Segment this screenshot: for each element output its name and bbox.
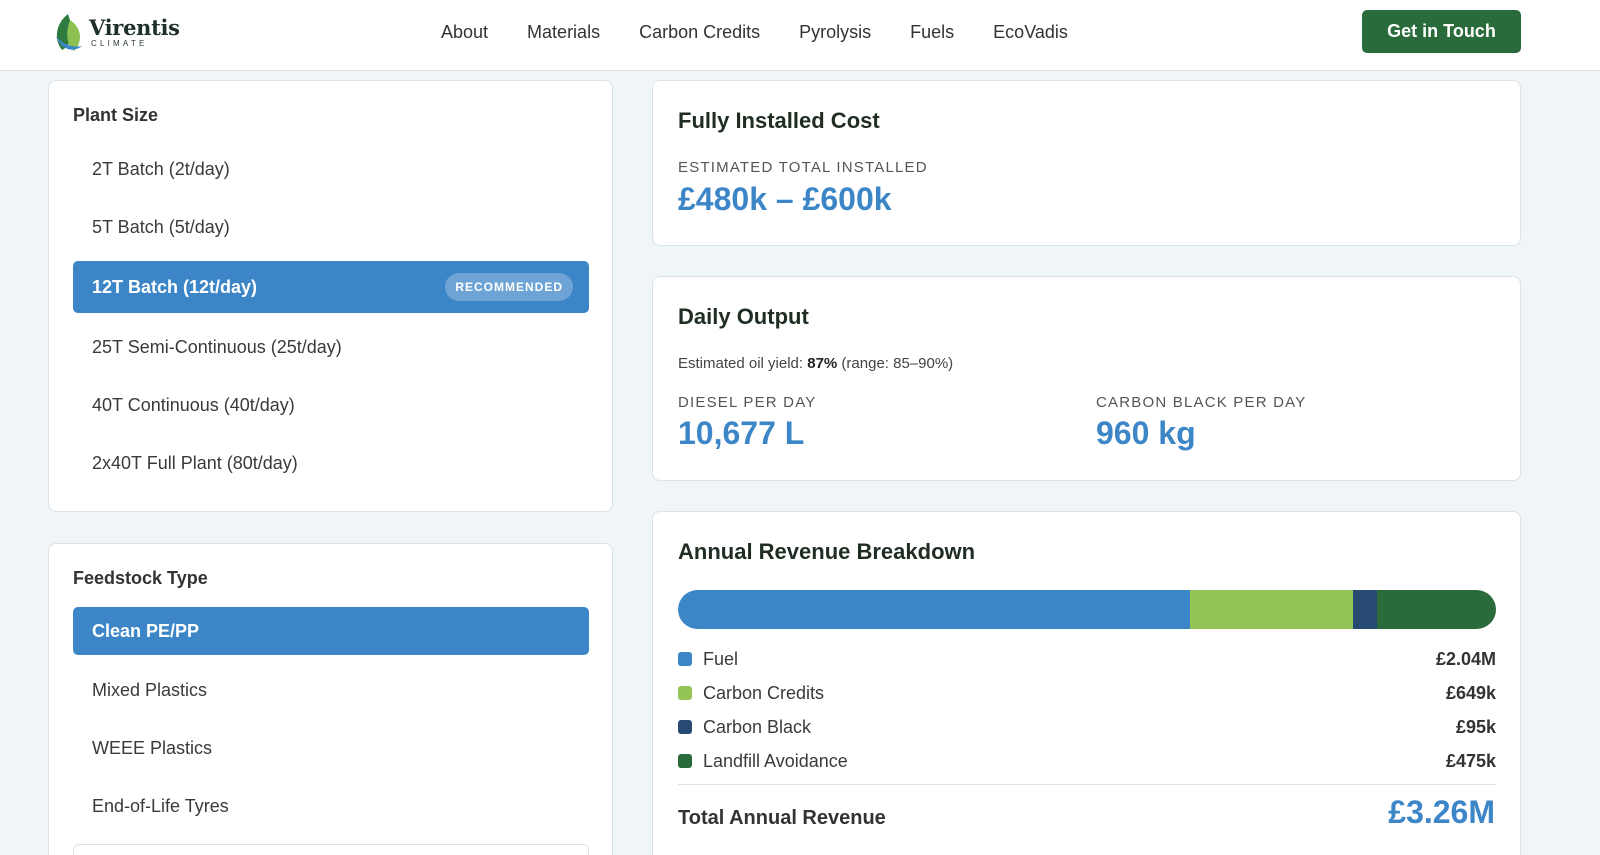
carbon-black-label: Carbon black per day	[1096, 394, 1307, 411]
nav-link-carbon-credits[interactable]: Carbon Credits	[639, 22, 761, 42]
option-label: 12T Batch (12t/day)	[92, 276, 258, 297]
installed-cost-card: Fully Installed Cost Estimated Total Ins…	[652, 80, 1521, 246]
option-label: Mixed Plastics	[92, 679, 208, 700]
legend-row-carbon-credits: Carbon Credits £649k	[678, 680, 1496, 706]
legend-row-landfill-avoidance: Landfill Avoidance £475k	[678, 748, 1496, 774]
option-label: 2x40T Full Plant (80t/day)	[92, 452, 298, 473]
nav-link-materials[interactable]: Materials	[527, 22, 601, 42]
legend-value: £95k	[1455, 716, 1496, 737]
legend-row-carbon-black: Carbon Black £95k	[678, 714, 1496, 740]
installed-cost-label: Estimated Total Installed	[678, 159, 928, 176]
revenue-stacked-bar	[678, 590, 1496, 629]
option-label: End-of-Life Tyres	[92, 795, 229, 816]
option-label: 2T Batch (2t/day)	[92, 158, 230, 179]
get-in-touch-button[interactable]: Get in Touch	[1362, 10, 1521, 53]
legend-value: £649k	[1445, 682, 1496, 703]
oil-yield-text: Estimated oil yield: 87% (range: 85–90%)	[678, 355, 953, 372]
oil-yield-prefix: Estimated oil yield:	[678, 355, 808, 372]
legend-label: Fuel	[703, 648, 739, 669]
plant-option-25t[interactable]: 25T Semi-Continuous (25t/day)	[73, 321, 589, 373]
brand-subtitle: CLIMATE	[91, 38, 148, 48]
installed-cost-value: £480k – £600k	[678, 181, 892, 217]
diesel-value: 10,677 L	[678, 415, 805, 451]
revenue-bar-segment-landfill-avoidance	[1376, 590, 1496, 629]
plant-option-2t[interactable]: 2T Batch (2t/day)	[73, 143, 589, 195]
legend-row-fuel: Fuel £2.04M	[678, 646, 1496, 672]
option-label: Clean PE/PP	[92, 620, 200, 641]
feedstock-option-end-of-life-tyres[interactable]: End-of-Life Tyres	[73, 780, 589, 832]
revenue-bar-segment-fuel	[678, 590, 1191, 629]
legend-label: Carbon Black	[703, 716, 812, 737]
feedstock-card: Feedstock Type Clean PE/PP Mixed Plastic…	[48, 543, 613, 855]
nav-links: About Materials Carbon Credits Pyrolysis…	[441, 19, 1068, 45]
legend-swatch	[678, 652, 692, 666]
revenue-divider	[678, 784, 1496, 785]
installed-cost-title: Fully Installed Cost	[678, 108, 880, 133]
feedstock-option-clean-pe-pp[interactable]: Clean PE/PP	[73, 607, 589, 655]
nav-link-about[interactable]: About	[441, 22, 489, 42]
feedstock-next-input[interactable]	[73, 844, 589, 855]
plant-size-card: Plant Size 2T Batch (2t/day) 5T Batch (5…	[48, 80, 613, 512]
oil-yield-value: 87%	[807, 355, 838, 372]
top-nav: Virentis CLIMATE About Materials Carbon …	[0, 0, 1600, 71]
plant-option-2x40t[interactable]: 2x40T Full Plant (80t/day)	[73, 437, 589, 489]
legend-value: £475k	[1445, 750, 1496, 771]
feedstock-option-weee-plastics[interactable]: WEEE Plastics	[73, 722, 589, 774]
revenue-title: Annual Revenue Breakdown	[678, 539, 976, 564]
oil-yield-range: (range: 85–90%)	[837, 355, 954, 372]
legend-label: Landfill Avoidance	[703, 750, 848, 771]
total-revenue-value: £3.26M	[1388, 794, 1495, 830]
legend-swatch	[678, 686, 692, 700]
plant-option-5t[interactable]: 5T Batch (5t/day)	[73, 201, 589, 253]
carbon-black-value: 960 kg	[1096, 415, 1196, 451]
option-label: 5T Batch (5t/day)	[92, 216, 230, 237]
total-revenue-label: Total Annual Revenue	[678, 807, 886, 829]
legend-value: £2.04M	[1435, 648, 1496, 669]
revenue-bar-segment-carbon-black	[1352, 590, 1377, 629]
legend-label: Carbon Credits	[703, 682, 825, 703]
daily-output-title: Daily Output	[678, 304, 809, 329]
option-label: WEEE Plastics	[92, 737, 213, 758]
brand-logo[interactable]: Virentis CLIMATE	[50, 9, 180, 55]
plant-option-12t[interactable]: 12T Batch (12t/day) RECOMMENDED	[73, 261, 589, 313]
recommended-badge: RECOMMENDED	[445, 273, 573, 301]
option-label: 40T Continuous (40t/day)	[92, 394, 295, 415]
option-label: 25T Semi-Continuous (25t/day)	[92, 336, 342, 357]
plant-option-40t[interactable]: 40T Continuous (40t/day)	[73, 379, 589, 431]
brand-name: Virentis	[89, 14, 180, 40]
feedstock-label: Feedstock Type	[73, 568, 208, 588]
feedstock-option-mixed-plastics[interactable]: Mixed Plastics	[73, 664, 589, 716]
legend-swatch	[678, 754, 692, 768]
daily-output-card: Daily Output Estimated oil yield: 87% (r…	[652, 276, 1521, 481]
revenue-card: Annual Revenue Breakdown Fuel £2.04M Car…	[652, 511, 1521, 855]
revenue-bar-segment-carbon-credits	[1190, 590, 1353, 629]
nav-link-ecovadis[interactable]: EcoVadis	[993, 22, 1068, 42]
leaf-logo-icon	[56, 14, 82, 51]
diesel-label: Diesel per day	[678, 394, 817, 411]
legend-swatch	[678, 720, 692, 734]
nav-link-fuels[interactable]: Fuels	[910, 22, 955, 42]
nav-link-pyrolysis[interactable]: Pyrolysis	[799, 22, 872, 42]
plant-size-label: Plant Size	[73, 105, 159, 125]
